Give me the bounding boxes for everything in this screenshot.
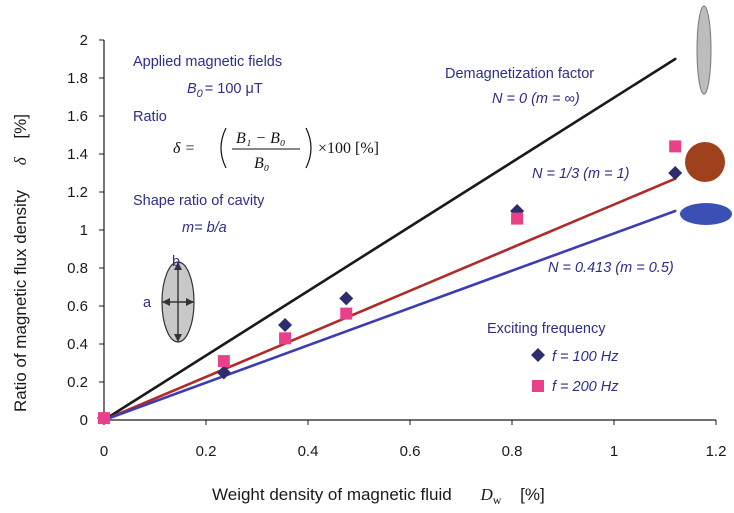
applied-fields-label: Applied magnetic fields — [133, 54, 282, 70]
ratio-formula: δ = B₁ − B₀ B₀ ×100 [%] — [173, 127, 379, 172]
formula-denominator: B₀ — [254, 155, 269, 172]
ticks: 0 0.2 0.4 0.6 0.8 1 1.2 0 0.2 0.4 0.6 0.8 1 1.2 1.4 1.6… — [67, 32, 726, 460]
legend-marker-100hz — [531, 348, 545, 362]
n0-label: N = 0 (m = ∞) — [492, 91, 580, 107]
y-tick-label: 1.2 — [67, 184, 88, 201]
cavity-label-b: b — [172, 254, 180, 270]
cavity-label-a: a — [143, 295, 152, 311]
fit-line-2 — [102, 209, 677, 422]
formula-paren-left — [220, 127, 227, 169]
y-axis-unit: [%] — [11, 114, 30, 139]
x-axis-symbol-sub: w — [493, 493, 502, 507]
x-axis-unit: [%] — [520, 485, 545, 504]
b0-label: B0 = 100 μT — [187, 81, 263, 100]
x-tick-label: 0.8 — [502, 443, 523, 460]
formula-lhs: δ = — [173, 140, 195, 157]
sphere-shape — [685, 142, 725, 182]
n13-label: N = 1/3 (m = 1) — [532, 166, 630, 182]
x-tick-label: 0.2 — [196, 443, 217, 460]
needle-shape — [696, 5, 712, 95]
x-tick-label: 0 — [100, 443, 108, 460]
y-tick-label: 2 — [80, 32, 88, 49]
point-200hz — [279, 332, 292, 345]
shape-formula: m= b/a — [182, 220, 227, 236]
point-100hz — [668, 166, 683, 180]
b0-sub: 0 — [197, 88, 204, 100]
ratio-label: Ratio — [133, 109, 167, 125]
cavity-arrow-up — [174, 262, 182, 270]
x-axis-symbol: D — [479, 485, 493, 504]
legend-label-100hz: f = 100 Hz — [552, 349, 619, 365]
x-tick-label: 0.6 — [400, 443, 421, 460]
b0-symbol: B — [187, 81, 197, 97]
fit-line-0 — [102, 57, 677, 422]
y-axis-title: Ratio of magnetic flux density δ [%] — [11, 114, 30, 412]
point-200hz — [98, 412, 110, 425]
b0-value: = 100 μT — [205, 81, 263, 97]
y-tick-label: 1.6 — [67, 108, 88, 125]
y-tick-label: 0.6 — [67, 298, 88, 315]
x-tick-label: 0.4 — [298, 443, 319, 460]
demag-title: Demagnetization factor — [445, 66, 594, 82]
y-tick-label: 0.8 — [67, 260, 88, 277]
y-tick-label: 0 — [80, 412, 88, 429]
fit-line-1 — [102, 177, 677, 422]
cavity-arrow-right — [186, 298, 194, 306]
oblate-shape — [680, 203, 732, 225]
y-tick-label: 0.4 — [67, 336, 88, 353]
y-axis-title-text: Ratio of magnetic flux density — [11, 189, 30, 412]
legend: Exciting frequency f = 100 Hz f = 200 Hz — [487, 321, 619, 395]
point-200hz — [669, 140, 682, 153]
shape-ratio-label: Shape ratio of cavity — [133, 193, 265, 209]
cavity-diagram: a b — [143, 254, 195, 343]
point-200hz — [340, 307, 353, 320]
point-100hz — [339, 291, 354, 306]
x-axis-title: Weight density of magnetic fluid Dw [%] — [212, 485, 545, 508]
legend-title: Exciting frequency — [487, 321, 606, 337]
data-points — [97, 140, 683, 426]
cavity-arrow-left — [162, 298, 170, 306]
y-axis-symbol: δ — [11, 156, 30, 165]
y-tick-label: 0.2 — [67, 374, 88, 391]
formula-paren-right — [305, 127, 312, 169]
x-axis-title-text: Weight density of magnetic fluid — [212, 485, 452, 504]
n0413-label: N = 0.413 (m = 0.5) — [548, 260, 674, 276]
x-tick-label: 1 — [610, 443, 618, 460]
fit-lines — [102, 57, 677, 422]
legend-marker-200hz — [532, 380, 544, 392]
y-tick-label: 1 — [80, 222, 88, 239]
y-tick-label: 1.8 — [67, 70, 88, 87]
y-tick-label: 1.4 — [67, 146, 88, 163]
legend-label-200hz: f = 200 Hz — [552, 379, 619, 395]
cavity-arrow-down — [174, 334, 182, 342]
point-200hz — [217, 355, 230, 368]
x-tick-label: 1.2 — [706, 443, 727, 460]
formula-rhs: ×100 [%] — [318, 140, 379, 157]
point-100hz — [278, 318, 293, 332]
formula-numerator: B₁ − B₀ — [236, 130, 285, 147]
point-200hz — [511, 212, 524, 225]
point-100hz — [216, 365, 231, 380]
